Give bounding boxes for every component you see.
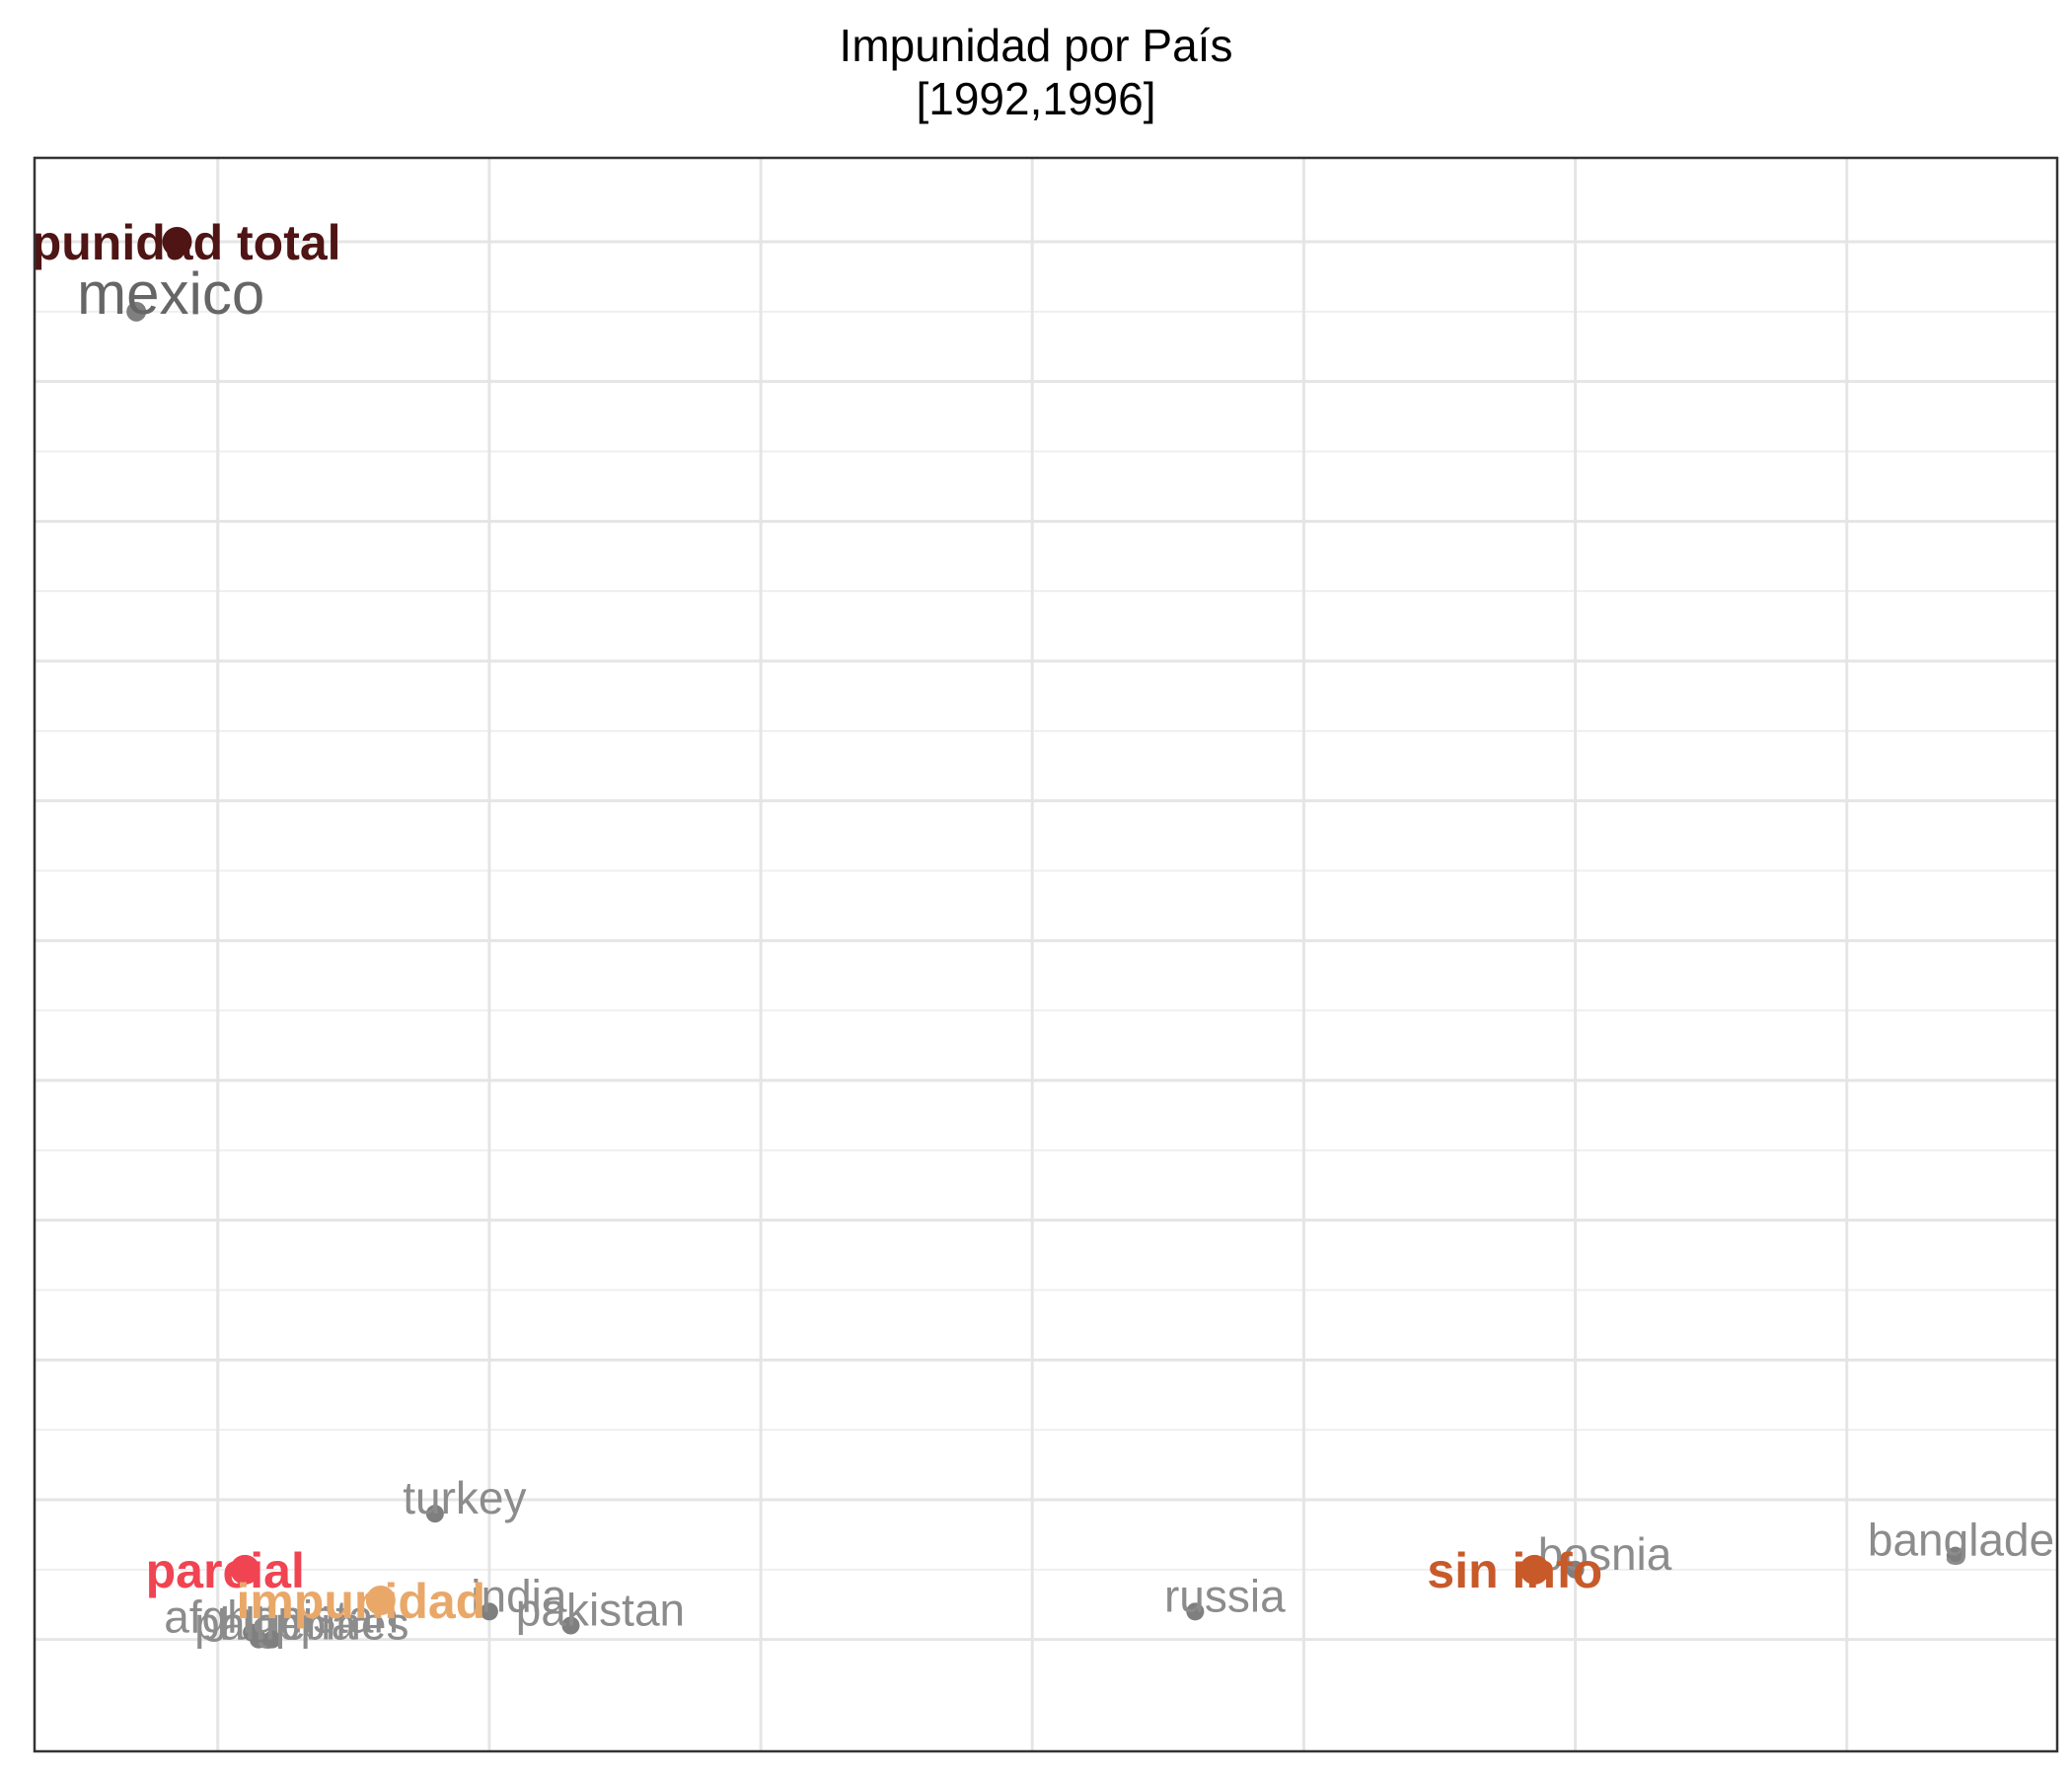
category-label: parcial: [146, 1543, 305, 1598]
category-point: [365, 1586, 396, 1615]
country-label-pakistan: pakistan: [516, 1585, 685, 1636]
country-point-russia: [1186, 1602, 1205, 1621]
country-point-mexico: [126, 301, 147, 322]
country-point-bosnia: [1566, 1560, 1585, 1579]
country-label-mexico: mexico: [77, 260, 264, 327]
category-label: sin info: [1427, 1543, 1602, 1598]
country-point-afghanistan: [243, 1623, 261, 1642]
chart-title: Impunidad por País: [839, 20, 1233, 71]
chart-subtitle: [1992,1996]: [916, 73, 1156, 124]
country-point-bangladesh: [1946, 1546, 1964, 1565]
country-label-russia: russia: [1164, 1570, 1286, 1621]
country-point-pakistan: [561, 1616, 580, 1635]
category-point: [1519, 1554, 1550, 1585]
category-point: [230, 1554, 260, 1585]
plot-frame: [33, 156, 2059, 1753]
country-point-philippines: [262, 1630, 281, 1649]
country-label-bosnia: bosnia: [1538, 1528, 1672, 1580]
category-label: impunidad: [236, 1574, 485, 1629]
country-point-india: [480, 1602, 498, 1621]
category-point: [162, 227, 192, 257]
country-label-turkey: turkey: [403, 1472, 526, 1523]
country-label-afghanistan: afghanistan: [164, 1591, 399, 1643]
country-label-bangladesh: bangladesh: [1868, 1515, 2072, 1566]
country-label-algeria: algeria: [220, 1598, 357, 1650]
country-label-india: india: [471, 1570, 567, 1621]
country-point-turkey: [425, 1505, 444, 1523]
category-label: impunidad total: [0, 215, 341, 270]
